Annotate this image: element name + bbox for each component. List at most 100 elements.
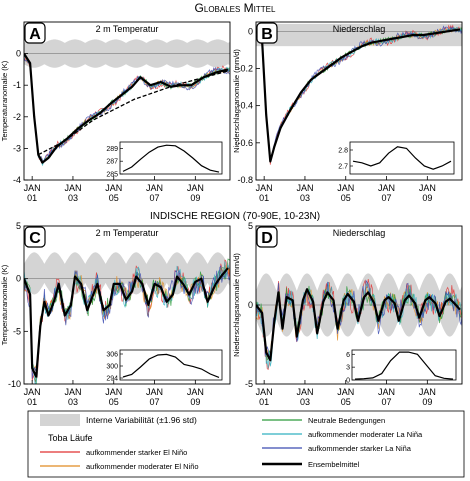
x-tick-label: JAN [256,387,273,397]
x-tick-label: 03 [68,397,78,407]
x-tick-label: JAN [256,183,273,193]
figure-title: Globales Mittel [195,1,276,15]
series-line [256,279,462,359]
inset-frame [351,349,457,381]
inset-tick-label: 6 [346,352,350,359]
panel-letter: C [29,230,41,247]
section-title: INDISCHE REGION (70-90E, 10-23N) [150,211,320,222]
legend-frame [27,410,465,478]
legend-label: aufkommender moderater El Niño [86,462,199,471]
variability-band [256,23,462,47]
x-tick-label: JAN [296,387,313,397]
legend-item: Interne Variabilität (±1.96 std) [40,414,197,426]
inset-line [122,144,220,173]
panel-title: 2 m Temperatur [96,228,159,238]
y-tick-label: -0.6 [237,138,253,148]
x-tick-label: 01 [259,193,269,203]
y-tick-label: -5 [13,326,21,336]
x-tick-label: JAN [24,183,41,193]
panel-d: -505JAN01JAN03JAN05JAN07JAN09Niederschla… [232,221,463,407]
x-tick-label: 03 [300,193,310,203]
x-tick-label: JAN [296,183,313,193]
y-tick-label: 0 [16,49,21,59]
inset-tick-label: 2.8 [338,148,348,155]
legend-label: Toba Läufe [48,433,93,443]
panel-b: -0.8-0.6-0.4-0.20JAN01JAN03JAN05JAN07JAN… [232,21,463,203]
seasonal-inset: 294 300 306 [106,349,223,383]
x-tick-label: 05 [341,193,351,203]
x-tick-label: 03 [300,397,310,407]
legend-label: Interne Variabilität (±1.96 std) [86,415,197,425]
inset-tick-label: 3 [346,365,350,372]
x-tick-label: 05 [109,397,119,407]
panel-letter: B [261,26,273,43]
x-tick-label: JAN [419,387,436,397]
x-tick-label: 01 [27,397,37,407]
x-tick-label: JAN [64,183,81,193]
inset-tick-label: 294 [106,376,118,383]
x-tick-label: 01 [259,397,269,407]
panel-letter: D [261,230,273,247]
y-tick-label: 5 [248,221,253,231]
y-tick-label: -0.2 [237,63,253,73]
x-tick-label: JAN [337,387,354,397]
x-tick-label: 09 [190,397,200,407]
series-line [256,279,462,370]
seasonal-inset: 2.7 2.8 [338,141,455,175]
seasonal-inset: 285 287 289 [106,141,223,179]
y-tick-label: -5 [245,379,253,389]
x-tick-label: JAN [378,183,395,193]
x-tick-label: 05 [109,193,119,203]
plot-frame [23,225,231,385]
plot-frame [255,21,463,181]
x-tick-label: 09 [190,193,200,203]
panel-letter-badge [256,22,278,44]
legend: Interne Variabilität (±1.96 std) Toba Läu… [27,410,465,478]
series-line [256,282,462,369]
x-tick-label: JAN [146,387,163,397]
inset-tick-label: 2.7 [338,164,348,171]
trend-line [38,70,229,156]
seasonal-inset: 0 3 6 [346,349,457,385]
plot-area [256,23,462,165]
x-tick-label: JAN [187,183,204,193]
ensemble-mean-line [24,267,229,378]
y-axis-label: Temperaturanomalie (K) [0,60,9,141]
legend-label: Ensembelmittel [308,460,360,469]
panel-title: Niederschlag [333,228,386,238]
x-tick-label: 03 [68,193,78,203]
x-tick-label: 07 [150,397,160,407]
inset-frame [119,141,223,175]
x-tick-label: JAN [105,183,122,193]
legend-swatch [40,414,80,426]
x-tick-label: JAN [337,183,354,193]
panel-title: 2 m Temperatur [96,24,159,34]
inset-frame [349,141,455,175]
legend-item: aufkommender starker El Niño [40,448,187,457]
series-line [256,25,462,161]
inset-tick-label: 306 [106,352,118,359]
y-tick-label: 0 [248,26,253,36]
plot-area [24,39,230,167]
inset-frame [119,349,223,381]
inset-tick-label: 287 [106,159,118,166]
ensemble-mean-line [24,53,229,164]
x-tick-label: 07 [382,397,392,407]
y-tick-label: 5 [16,221,21,231]
panel-letter: A [29,26,41,43]
x-tick-label: JAN [419,183,436,193]
panel-title: Niederschlag [333,24,386,34]
y-tick-label: -3 [13,143,21,153]
x-tick-label: JAN [378,387,395,397]
x-tick-label: JAN [24,387,41,397]
inset-tick-label: 300 [106,364,118,371]
legend-item: aufkommender moderater El Niño [40,462,199,471]
x-tick-label: 01 [27,193,37,203]
panel-letter-badge [24,22,46,44]
ensemble-mean-line [256,28,461,163]
legend-item: Toba Läufe [48,433,93,443]
inset-line [354,351,454,380]
